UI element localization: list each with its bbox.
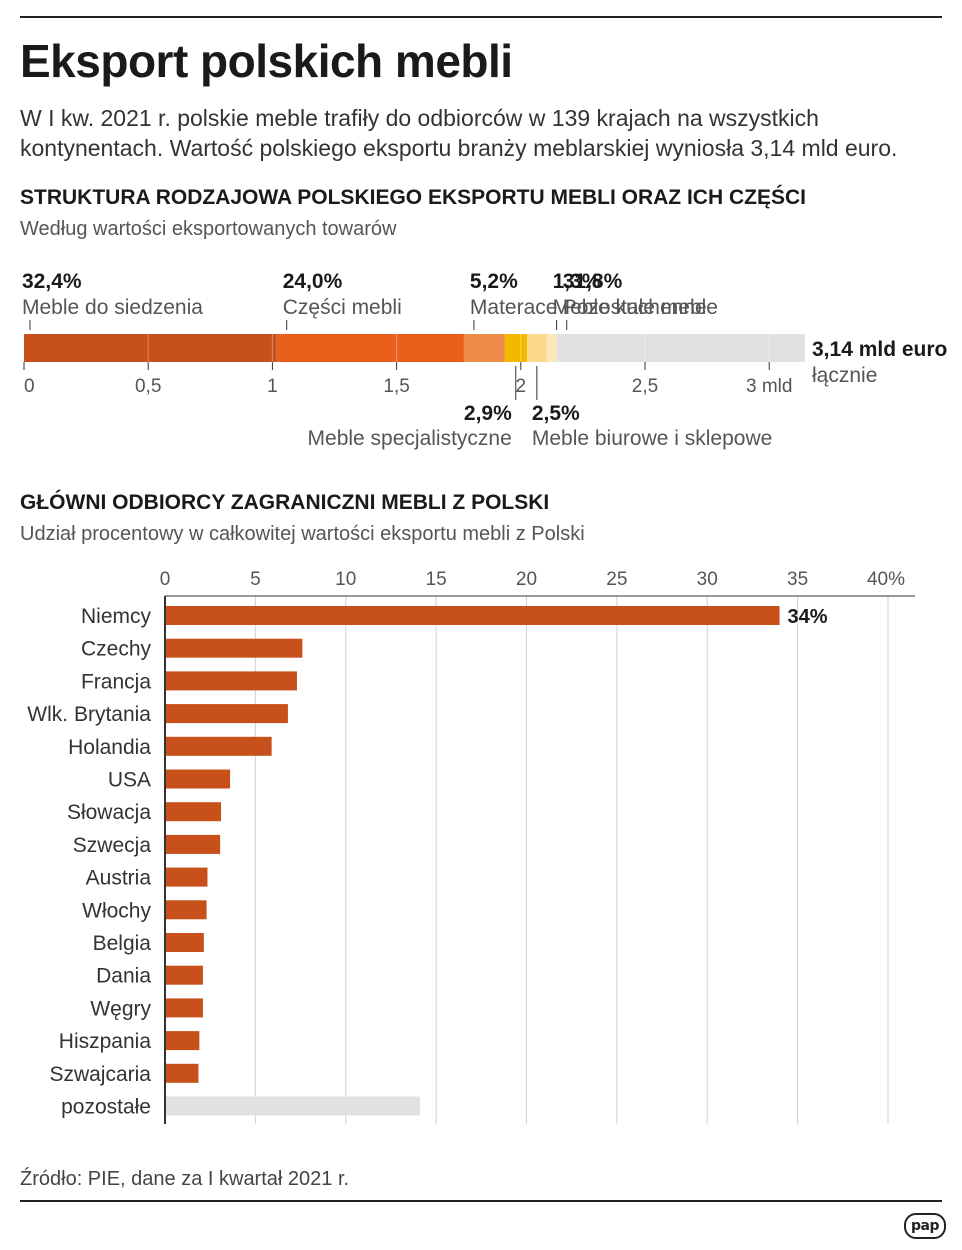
x-tick-label: 0,5 [135,376,161,397]
category-label-usa: USA [108,769,151,792]
segment-percent-czesci-mebli: 24,0% [283,270,343,293]
segment-meble-biurowe-i-sklepowe [527,334,547,362]
source-note: Źródło: PIE, dane za I kwartał 2021 r. [20,1168,350,1190]
x-tick-label: 25 [606,569,627,590]
segment-label-meble-biurowe-i-sklepowe: Meble biurowe i sklepowe [532,427,772,450]
category-label-szwecja: Szwecja [73,834,152,857]
structure-chart-subtitle: Według wartości eksportowanych towarów [20,218,397,240]
bar-hiszpania [166,1031,200,1051]
category-label-belgia: Belgia [93,932,152,955]
recipients-chart: 0 5 10 15 20 25 30 35 40% Niemcy 34% Czechy Francja W… [27,569,915,1124]
x-tick-label: 15 [426,569,447,590]
x-tick-label: 2,5 [632,376,658,397]
x-tick-label: 0 [160,569,171,590]
category-label-wlk-brytania: Wlk. Brytania [27,703,151,726]
category-label-wlochy: Włochy [82,899,151,922]
category-label-francja: Francja [81,670,151,693]
segment-percent-meble-specjalistyczne: 2,9% [464,402,512,425]
bar-wlk-brytania [166,704,288,724]
bar-francja [166,671,297,691]
bar-niemcy [166,606,780,625]
data-label-niemcy: 34% [788,606,828,628]
bar-wegry [166,998,203,1018]
category-label-austria: Austria [86,867,152,890]
bar-slowacja [166,802,222,822]
category-label-dania: Dania [96,965,151,988]
segment-label-meble-specjalistyczne: Meble specjalistyczne [308,427,512,450]
segment-percent-meble-do-siedzenia: 32,4% [22,270,82,293]
total-value-label: 3,14 mld euro [812,338,947,361]
bar-czechy [166,638,303,658]
x-tick-label: 10 [335,569,356,590]
category-label-niemcy: Niemcy [81,605,152,628]
x-tick-label: 5 [250,569,261,590]
pap-logo: pap [904,1213,946,1239]
segment-label-meble-kuchenne: Meble kuchenne [553,296,707,319]
x-tick-label: 35 [787,569,808,590]
top-rule [20,16,942,18]
bar-dania [166,965,203,985]
category-label-slowacja: Słowacja [67,801,151,824]
recipients-chart-title: GŁÓWNI ODBIORCY ZAGRANICZNI MEBLI Z POLS… [20,491,550,514]
structure-chart-title: STRUKTURA RODZAJOWA POLSKIEGO EKSPORTU M… [20,186,806,209]
segment-label-czesci-mebli: Części mebli [283,296,402,319]
total-sublabel: łącznie [812,364,877,387]
x-tick-label: 30 [697,569,718,590]
page-title: Eksport polskich mebli [20,35,513,87]
bar-belgia [166,933,204,952]
bar-usa [166,769,231,789]
category-label-pozostale: pozostałe [61,1096,151,1119]
segment-percent-materace: 5,2% [470,270,518,293]
x-tick-label: 1 [267,376,278,397]
x-tick-label: 20 [516,569,537,590]
x-tick-label: 1,5 [383,376,409,397]
category-label-czechy: Czechy [81,638,152,661]
x-tick-label: 2 [516,376,527,397]
bottom-rule [20,1200,942,1202]
bar-pozostale [166,1096,420,1116]
segment-meble-do-siedzenia [24,334,277,362]
x-tick-label: 0 [24,376,35,397]
segment-percent-meble-biurowe-i-sklepowe: 2,5% [532,402,580,425]
category-label-szwajcaria: Szwajcaria [49,1063,151,1086]
segment-label-meble-do-siedzenia: Meble do siedzenia [22,296,203,319]
segment-percent-pozostale-meble: 31,8% [563,270,623,293]
lead-text: W I kw. 2021 r. polskie meble trafiły do… [20,105,898,161]
segment-materace [463,334,505,362]
segment-percent-meble-kuchenne: 1,3% [553,270,601,293]
bar-wlochy [166,900,207,920]
bar-austria [166,867,208,887]
category-label-hiszpania: Hiszpania [59,1030,152,1053]
category-label-wegry: Węgry [90,997,151,1020]
category-label-holandia: Holandia [68,736,151,759]
segment-meble-specjalistyczne [504,334,528,362]
segment-czesci-mebli [276,334,464,362]
structure-chart: 0 0,5 1 1,5 2 2,5 3 mld 32,4% Meble do siedzenia… [22,270,947,450]
x-tick-label: 3 mld [746,376,792,397]
segment-label-materace: Materace [470,296,558,319]
recipients-chart-subtitle: Udział procentowy w całkowitej wartości … [20,523,585,545]
segment-meble-kuchenne [546,334,557,362]
segment-label-pozostale-meble: Pozostałe meble [563,296,718,319]
bar-szwecja [166,834,221,854]
x-tick-label: 40% [867,569,905,590]
bar-szwajcaria [166,1063,199,1083]
bar-holandia [166,736,272,756]
segment-pozostale-meble [556,334,805,362]
